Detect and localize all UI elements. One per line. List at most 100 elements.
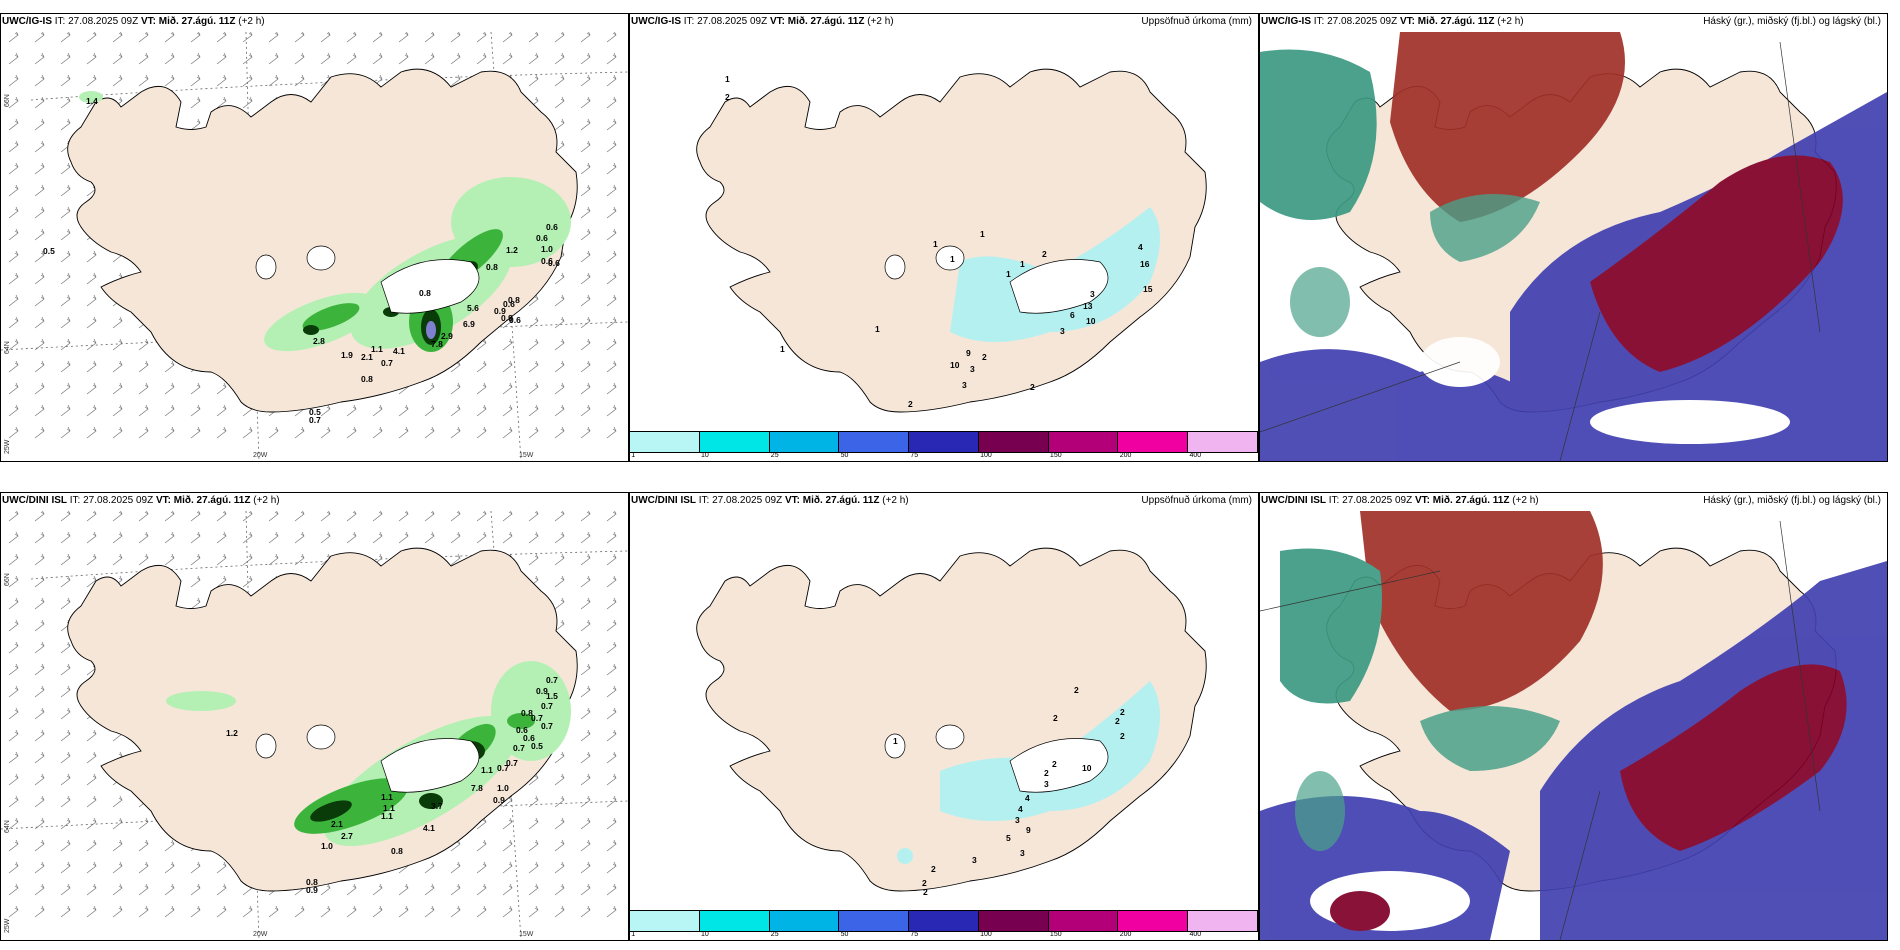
value-label: 0.9	[501, 313, 513, 323]
wind-barb	[554, 360, 565, 373]
wind-barb	[398, 426, 409, 439]
value-label: 0.7	[513, 743, 525, 753]
wind-barb	[294, 32, 305, 43]
value-label: 2.9	[441, 331, 453, 341]
wind-barb	[554, 426, 565, 439]
wind-barb	[606, 294, 617, 307]
wind-barb	[580, 707, 591, 720]
wind-barb	[112, 531, 123, 544]
wind-barb	[476, 426, 487, 439]
wind-barb	[554, 597, 565, 610]
wind-barb	[216, 883, 227, 896]
value-label: 7.8	[471, 783, 483, 793]
wind-barb	[372, 32, 383, 43]
value-label: 0.5	[43, 246, 55, 256]
value-label: 3	[1060, 326, 1065, 336]
wind-barb	[346, 531, 357, 544]
value-label: 2	[923, 887, 928, 897]
wind-barb	[606, 729, 617, 742]
value-label: 15	[1143, 284, 1153, 294]
wind-barb	[86, 883, 97, 896]
colorbar-tick-label: 10	[701, 452, 709, 459]
colorbar-tick-label: 50	[840, 931, 849, 938]
wind-barb	[424, 382, 435, 395]
wind-barb	[606, 883, 617, 896]
wind-barb	[294, 52, 305, 65]
colorbar-segment	[1118, 911, 1189, 931]
wind-barb	[60, 839, 71, 852]
wind-barb	[60, 316, 71, 329]
wind-barb	[580, 883, 591, 896]
wind-barb	[86, 32, 97, 43]
wind-barb	[86, 250, 97, 263]
wind-barb	[86, 751, 97, 764]
wind-barb	[450, 839, 461, 852]
wind-barb	[528, 883, 539, 896]
map-grid-lines	[1260, 520, 1821, 940]
wind-barb	[346, 404, 357, 417]
wind-barb	[502, 531, 513, 544]
wind-barb	[86, 531, 97, 544]
wind-barb	[216, 861, 227, 874]
value-label: 2	[1053, 713, 1058, 723]
wind-barb	[34, 751, 45, 764]
wind-barb	[606, 316, 617, 329]
wind-barb	[554, 817, 565, 830]
wind-barb	[8, 861, 19, 874]
wind-barb	[450, 511, 461, 522]
wind-barb	[86, 74, 97, 87]
wind-barb	[606, 773, 617, 786]
wind-barb	[606, 685, 617, 698]
wind-barb	[476, 817, 487, 830]
wind-barb	[86, 426, 97, 439]
wind-barb	[606, 619, 617, 632]
wind-barb	[34, 32, 45, 43]
wind-barb	[606, 184, 617, 197]
value-label: 1	[780, 344, 785, 354]
wind-barb	[502, 32, 513, 43]
wind-barb	[580, 773, 591, 786]
wind-barb	[190, 382, 201, 395]
wind-barb	[86, 338, 97, 351]
colorbar-tick-label: 50	[840, 452, 849, 459]
glacier-outlines	[255, 724, 480, 793]
value-label: 3	[1044, 779, 1049, 789]
value-label: 4	[1138, 242, 1143, 252]
value-label: 0.8	[306, 877, 318, 887]
wind-barb	[554, 32, 565, 43]
colorbar-tick-label: 75	[910, 452, 919, 459]
wind-barb	[580, 404, 591, 417]
wind-barb	[8, 511, 19, 522]
wind-barb	[580, 729, 591, 742]
wind-barb	[580, 817, 591, 830]
wind-barb	[528, 817, 539, 830]
value-label: 2	[725, 92, 730, 102]
value-label: 3.7	[431, 801, 443, 811]
wind-barb	[86, 839, 97, 852]
wind-barb	[580, 228, 591, 241]
wind-barb	[60, 597, 71, 610]
wind-barb	[34, 52, 45, 65]
wind-barb	[164, 839, 175, 852]
wind-barb	[346, 511, 357, 522]
wind-barb	[476, 360, 487, 373]
wind-barb	[476, 861, 487, 874]
wind-barb	[60, 228, 71, 241]
wind-barb	[190, 404, 201, 417]
colorbar	[630, 431, 1258, 453]
glacier-outlines	[884, 724, 1109, 793]
wind-barb	[580, 382, 591, 395]
lon-label-20: 20W	[253, 931, 268, 938]
wind-barb	[502, 905, 513, 918]
wind-barb	[190, 426, 201, 439]
wind-barb	[34, 511, 45, 522]
wind-barb	[60, 641, 71, 654]
wind-barb	[8, 228, 19, 241]
wind-barb	[112, 905, 123, 918]
wind-barb	[60, 817, 71, 830]
colorbar-tick-label: 1	[631, 452, 636, 459]
wind-barb	[346, 883, 357, 896]
wind-barb	[606, 206, 617, 219]
wind-barb	[294, 531, 305, 544]
